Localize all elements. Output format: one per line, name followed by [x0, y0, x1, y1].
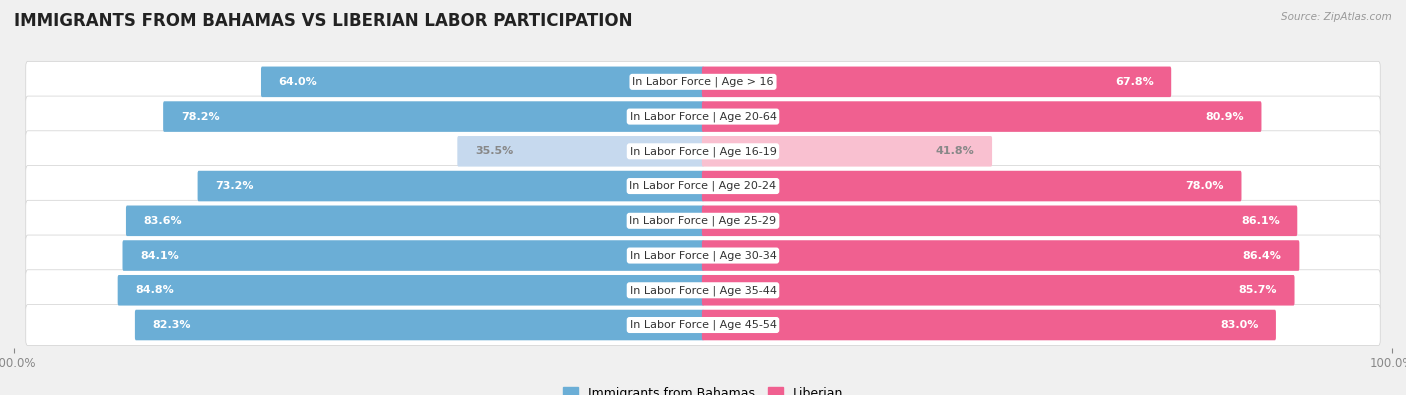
FancyBboxPatch shape — [118, 275, 704, 306]
Text: IMMIGRANTS FROM BAHAMAS VS LIBERIAN LABOR PARTICIPATION: IMMIGRANTS FROM BAHAMAS VS LIBERIAN LABO… — [14, 12, 633, 30]
Text: In Labor Force | Age 20-64: In Labor Force | Age 20-64 — [630, 111, 776, 122]
Text: Source: ZipAtlas.com: Source: ZipAtlas.com — [1281, 12, 1392, 22]
Text: 84.8%: 84.8% — [135, 285, 174, 295]
FancyBboxPatch shape — [702, 310, 1275, 340]
Text: 86.1%: 86.1% — [1241, 216, 1279, 226]
Text: In Labor Force | Age 35-44: In Labor Force | Age 35-44 — [630, 285, 776, 295]
FancyBboxPatch shape — [702, 66, 1171, 97]
FancyBboxPatch shape — [25, 166, 1381, 207]
FancyBboxPatch shape — [25, 305, 1381, 346]
Text: 41.8%: 41.8% — [935, 146, 974, 156]
FancyBboxPatch shape — [135, 310, 704, 340]
FancyBboxPatch shape — [25, 96, 1381, 137]
Text: 73.2%: 73.2% — [215, 181, 253, 191]
Text: In Labor Force | Age > 16: In Labor Force | Age > 16 — [633, 77, 773, 87]
Text: 35.5%: 35.5% — [475, 146, 513, 156]
Text: 78.2%: 78.2% — [181, 111, 219, 122]
FancyBboxPatch shape — [25, 131, 1381, 172]
Text: 78.0%: 78.0% — [1185, 181, 1223, 191]
FancyBboxPatch shape — [702, 205, 1298, 236]
Text: In Labor Force | Age 20-24: In Labor Force | Age 20-24 — [630, 181, 776, 191]
FancyBboxPatch shape — [702, 240, 1299, 271]
Text: 85.7%: 85.7% — [1239, 285, 1277, 295]
Text: 83.6%: 83.6% — [143, 216, 183, 226]
FancyBboxPatch shape — [702, 136, 993, 167]
Text: 84.1%: 84.1% — [141, 250, 179, 261]
Text: In Labor Force | Age 45-54: In Labor Force | Age 45-54 — [630, 320, 776, 330]
Text: 67.8%: 67.8% — [1115, 77, 1153, 87]
FancyBboxPatch shape — [198, 171, 704, 201]
Text: 83.0%: 83.0% — [1220, 320, 1258, 330]
FancyBboxPatch shape — [122, 240, 704, 271]
FancyBboxPatch shape — [702, 275, 1295, 306]
FancyBboxPatch shape — [127, 205, 704, 236]
FancyBboxPatch shape — [163, 101, 704, 132]
Text: In Labor Force | Age 25-29: In Labor Force | Age 25-29 — [630, 216, 776, 226]
Text: 82.3%: 82.3% — [152, 320, 191, 330]
FancyBboxPatch shape — [457, 136, 704, 167]
Legend: Immigrants from Bahamas, Liberian: Immigrants from Bahamas, Liberian — [558, 382, 848, 395]
Text: In Labor Force | Age 16-19: In Labor Force | Age 16-19 — [630, 146, 776, 156]
Text: 64.0%: 64.0% — [278, 77, 318, 87]
Text: 80.9%: 80.9% — [1205, 111, 1244, 122]
FancyBboxPatch shape — [25, 270, 1381, 311]
FancyBboxPatch shape — [25, 235, 1381, 276]
FancyBboxPatch shape — [262, 66, 704, 97]
FancyBboxPatch shape — [25, 200, 1381, 241]
Text: In Labor Force | Age 30-34: In Labor Force | Age 30-34 — [630, 250, 776, 261]
FancyBboxPatch shape — [702, 101, 1261, 132]
FancyBboxPatch shape — [25, 61, 1381, 102]
Text: 86.4%: 86.4% — [1243, 250, 1282, 261]
FancyBboxPatch shape — [702, 171, 1241, 201]
